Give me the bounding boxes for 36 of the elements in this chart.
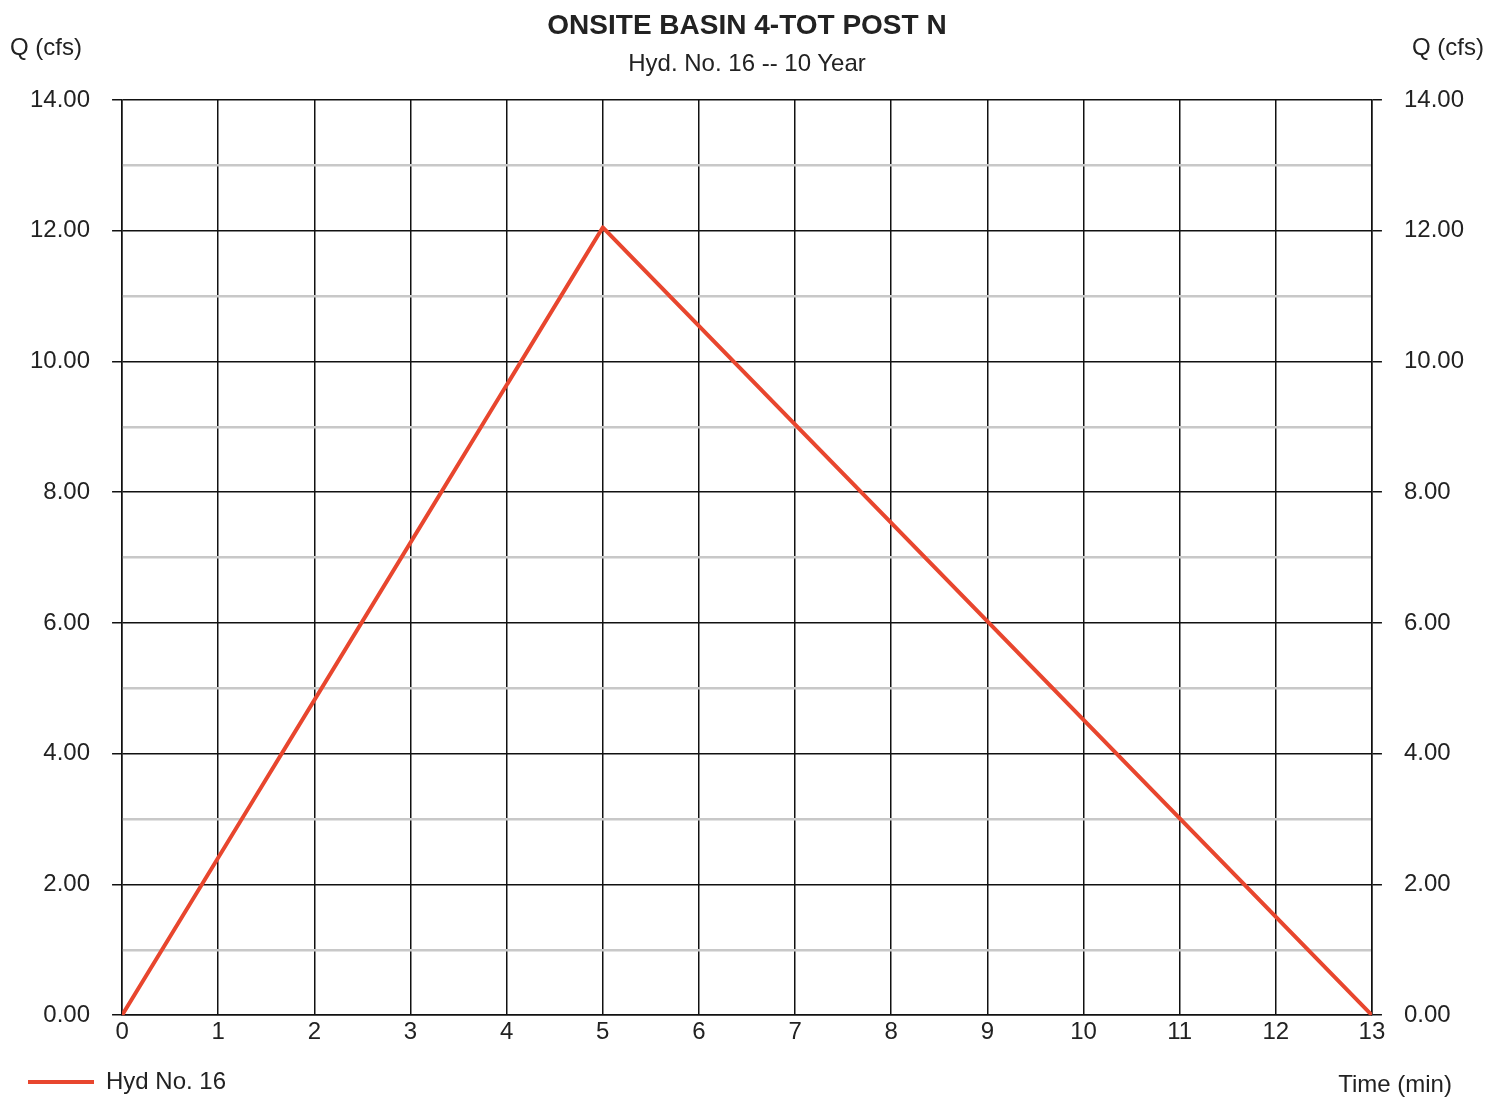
chart-subtitle: Hyd. No. 16 -- 10 Year bbox=[628, 48, 866, 76]
y2-tick-label: 6.00 bbox=[1403, 607, 1451, 635]
y2-tick-label: 4.00 bbox=[1403, 738, 1451, 766]
x-tick-label: 1 bbox=[211, 1017, 225, 1045]
y2-tick-label: 12.00 bbox=[1403, 215, 1464, 243]
y2-tick-label: 10.00 bbox=[1403, 346, 1464, 374]
y2-tick-label: 0.00 bbox=[1403, 999, 1451, 1027]
x-tick-label: 2 bbox=[307, 1017, 322, 1045]
y-tick-label: 6.00 bbox=[43, 607, 91, 635]
y-tick-label: 10.00 bbox=[30, 346, 91, 374]
y2-tick-label: 2.00 bbox=[1403, 869, 1451, 897]
y2-tick-label: 8.00 bbox=[1403, 476, 1451, 504]
x-tick-label: 3 bbox=[403, 1017, 418, 1045]
x-tick-label: 13 bbox=[1358, 1017, 1386, 1045]
y2-tick-label: 14.00 bbox=[1403, 84, 1464, 112]
y-tick-label: 0.00 bbox=[43, 999, 91, 1027]
x-tick-label: 0 bbox=[115, 1017, 129, 1045]
x-tick-label: 6 bbox=[692, 1017, 706, 1045]
y-tick-label: 4.00 bbox=[43, 738, 91, 766]
y-tick-label: 2.00 bbox=[43, 869, 91, 897]
x-tick-label: 12 bbox=[1262, 1017, 1290, 1045]
y-tick-label: 14.00 bbox=[30, 84, 91, 112]
legend-label: Hyd No. 16 bbox=[106, 1066, 227, 1094]
x-tick-label: 9 bbox=[980, 1017, 995, 1045]
x-tick-label: 8 bbox=[884, 1017, 898, 1045]
x-axis-title: Time (min) bbox=[1338, 1069, 1452, 1097]
x-tick-label: 7 bbox=[788, 1017, 802, 1045]
x-tick-label: 4 bbox=[499, 1017, 514, 1045]
y2-axis-title: Q (cfs) bbox=[1412, 32, 1484, 60]
chart-title: ONSITE BASIN 4-TOT POST N bbox=[547, 8, 947, 40]
y-tick-label: 8.00 bbox=[43, 476, 91, 504]
y-tick-label: 12.00 bbox=[30, 215, 91, 243]
x-tick-label: 5 bbox=[596, 1017, 610, 1045]
x-tick-label: 10 bbox=[1070, 1017, 1097, 1045]
x-tick-label: 11 bbox=[1167, 1017, 1193, 1045]
y-axis-title: Q (cfs) bbox=[10, 32, 82, 60]
